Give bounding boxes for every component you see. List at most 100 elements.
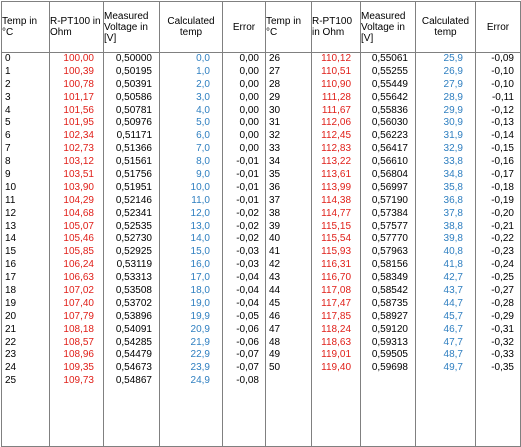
table-cell: 25: [5, 375, 17, 387]
table-cell: -0,18: [491, 181, 514, 193]
table-cell: 38: [269, 207, 281, 219]
header-temp: Temp in °C: [265, 1, 312, 53]
table-cell: 16: [5, 259, 17, 271]
table-cell: 33: [269, 143, 281, 155]
table-cell: -0,35: [491, 362, 514, 374]
table-cell: 0,51561: [115, 156, 152, 168]
table-cell: -0,10: [491, 65, 514, 77]
table-cell: 0,58542: [371, 285, 408, 297]
left-temp-column: 0 1 2 3 4 5 6 7 8 9 10 11 12 13 14 15 16 17 18 19 20 21 22 23 24…: [1, 52, 50, 447]
table-cell: 0,56030: [371, 117, 408, 129]
table-cell: 117,08: [321, 285, 351, 297]
table-cell: 100,39: [63, 65, 94, 77]
table-cell: 31: [269, 117, 281, 129]
table-cell: 108,96: [63, 349, 94, 361]
table-cell: 34,8: [443, 169, 463, 181]
table-cell: 114,38: [321, 194, 351, 206]
table-cell: 118,24: [321, 323, 351, 335]
table-cell: 0,57577: [371, 220, 408, 232]
table-cell: -0,22: [491, 233, 514, 245]
table-cell: 0,0: [196, 53, 210, 64]
table-cell: -0,01: [236, 169, 259, 181]
table-cell: 7: [5, 143, 11, 155]
table-cell: 0,54091: [115, 323, 152, 335]
table-cell: 11: [5, 194, 16, 206]
table-cell: -0,08: [236, 375, 259, 387]
table-cell: 44: [269, 285, 281, 297]
table-cell: 8: [5, 156, 11, 168]
table-cell: 42: [269, 259, 281, 271]
table-cell: 0,00: [239, 130, 259, 142]
table-cell: 109,35: [63, 362, 94, 374]
table-cell: 18: [5, 285, 17, 297]
table-cell: 46,7: [443, 323, 463, 335]
table-cell: 110,12: [321, 53, 351, 64]
table-cell: 48: [269, 336, 281, 348]
table-cell: 0,51951: [115, 181, 152, 193]
table-cell: 0,52730: [115, 233, 152, 245]
table-cell: 0,57190: [371, 194, 408, 206]
header-measured-voltage: Measured Voltage in [V]: [103, 1, 160, 53]
header-calculated-temp: Calculated temp: [159, 1, 223, 53]
table-cell: 115,54: [321, 233, 351, 245]
table-cell: 33,8: [443, 156, 463, 168]
table-cell: 0,57963: [371, 246, 408, 258]
table-cell: 37,8: [443, 207, 463, 219]
table-cell: 118,63: [321, 336, 351, 348]
table-cell: 16,0: [190, 259, 210, 271]
table-cell: 113,22: [321, 156, 351, 168]
table-cell: -0,04: [236, 297, 259, 309]
table-cell: 20: [5, 310, 17, 322]
table-cell: 12: [5, 207, 17, 219]
table-cell: 117,47: [321, 297, 351, 309]
table-cell: 11,0: [191, 194, 210, 206]
table-cell: 112,06: [321, 117, 351, 129]
table-cell: 10: [5, 181, 17, 193]
table-cell: 40,8: [443, 246, 463, 258]
left-error-column: 0,00 0,00 0,00 0,00 0,00 0,00 0,00 0,00 -0,01 -0,…: [222, 52, 266, 447]
table-cell: 100,78: [63, 78, 94, 90]
table-cell: -0,04: [236, 272, 259, 284]
table-cell: -0,28: [491, 297, 514, 309]
table-cell: 4,0: [196, 104, 210, 116]
table-cell: 30: [269, 104, 281, 116]
table-cell: 13,0: [190, 220, 210, 232]
table-cell: 6,0: [196, 130, 210, 142]
table-cell: -0,02: [236, 233, 259, 245]
table-cell: 31,9: [443, 130, 463, 142]
table-cell: 2: [5, 78, 11, 90]
table-cell: 32: [269, 130, 281, 142]
header-row: Temp in °C R-PT100 in Ohm Measured Volta…: [1, 1, 521, 53]
table-cell: -0,05: [236, 310, 259, 322]
table-cell: 18,0: [190, 285, 210, 297]
table-cell: 8,0: [196, 156, 210, 168]
table-cell: -0,14: [491, 130, 514, 142]
table-cell: 0,56417: [371, 143, 408, 155]
table-cell: 5,0: [196, 117, 210, 129]
table-cell: -0,29: [491, 310, 514, 322]
table-cell: 41: [269, 246, 281, 258]
table-cell: 109,73: [63, 375, 94, 387]
table-cell: 112,45: [321, 130, 351, 142]
table-cell: 117,85: [321, 310, 351, 322]
table-cell: 14: [5, 233, 17, 245]
header-rpt100: R-PT100 in Ohm: [311, 1, 361, 53]
table-cell: 113,61: [321, 169, 351, 181]
table-cell: 40: [269, 233, 281, 245]
table-cell: 0,52146: [115, 194, 152, 206]
table-cell: -0,33: [491, 349, 514, 361]
table-cell: 0,57770: [371, 233, 408, 245]
table-cell: 28,9: [443, 91, 463, 103]
table-cell: 23,9: [190, 362, 210, 374]
left-rpt100-column: 100,00 100,39 100,78 101,17 101,56 101,95 102,…: [49, 52, 104, 447]
table-cell: 116,31: [321, 259, 351, 271]
table-cell: -0,23: [491, 246, 514, 258]
table-cell: 14,0: [190, 233, 210, 245]
table-cell: -0,07: [236, 349, 259, 361]
table-cell: 115,15: [321, 220, 351, 232]
table-cell: -0,17: [491, 169, 514, 181]
table-cell: -0,06: [236, 336, 259, 348]
table-cell: 106,63: [63, 272, 94, 284]
table-cell: -0,10: [491, 78, 514, 90]
table-cell: 0,54867: [115, 375, 152, 387]
